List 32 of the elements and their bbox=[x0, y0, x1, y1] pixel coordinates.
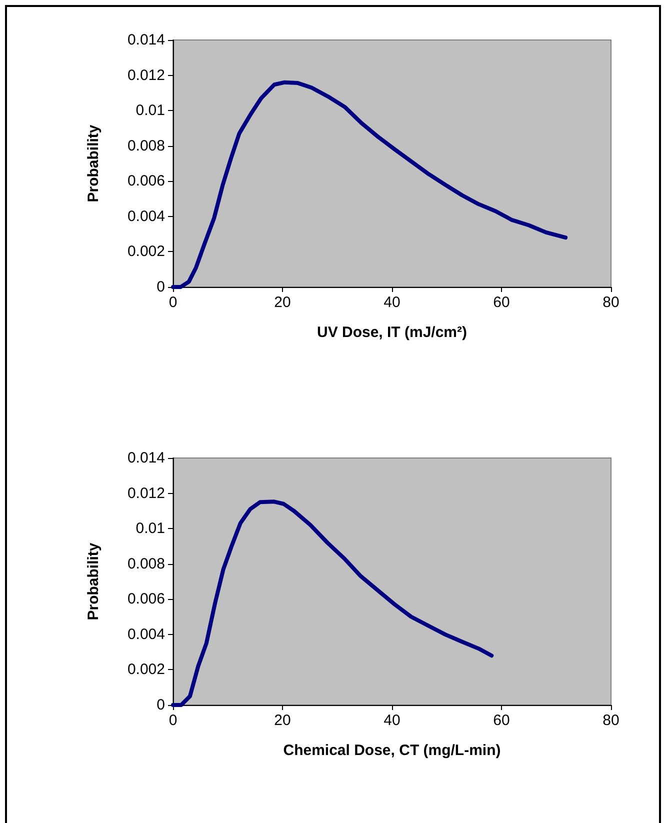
line-series bbox=[171, 500, 494, 707]
line-series bbox=[171, 80, 568, 289]
y-tick-label: 0.008 bbox=[127, 137, 165, 154]
x-tick-label: 60 bbox=[493, 712, 510, 729]
y-axis-title: Probability bbox=[85, 124, 102, 202]
y-tick-label: 0.012 bbox=[127, 66, 165, 84]
y-tick-label: 0.01 bbox=[136, 520, 165, 538]
y-tick-label: 0.012 bbox=[127, 484, 165, 502]
y-tick-label: 0.002 bbox=[127, 661, 165, 678]
y-tick-label: 0 bbox=[156, 278, 165, 296]
x-tick-label: 60 bbox=[493, 294, 510, 311]
y-tick-label: 0 bbox=[156, 696, 165, 714]
x-tick-label: 40 bbox=[384, 294, 400, 311]
x-tick-label: 40 bbox=[384, 712, 400, 729]
y-tick-label: 0.004 bbox=[127, 626, 165, 643]
y-axis-title: Probability bbox=[85, 542, 102, 620]
y-tick-label: 0.006 bbox=[127, 172, 165, 190]
y-tick-label: 0.002 bbox=[127, 243, 165, 260]
y-tick-label: 0.014 bbox=[127, 450, 165, 466]
x-tick-label: 20 bbox=[274, 712, 291, 729]
x-tick-label: 0 bbox=[168, 294, 178, 311]
x-tick-label: 80 bbox=[602, 294, 620, 311]
y-tick-label: 0.004 bbox=[127, 208, 165, 225]
y-tick-label: 0.008 bbox=[127, 555, 165, 572]
x-axis-title: Chemical Dose, CT (mg/L-min) bbox=[283, 742, 501, 759]
y-tick-label: 0.01 bbox=[136, 102, 165, 120]
x-axis-title: UV Dose, IT (mJ/cm²) bbox=[316, 324, 468, 341]
x-tick-label: 80 bbox=[602, 712, 620, 729]
y-tick-label: 0.014 bbox=[127, 32, 165, 48]
x-tick-label: 0 bbox=[168, 712, 178, 729]
x-tick-label: 20 bbox=[274, 294, 291, 311]
y-tick-label: 0.006 bbox=[127, 590, 165, 608]
